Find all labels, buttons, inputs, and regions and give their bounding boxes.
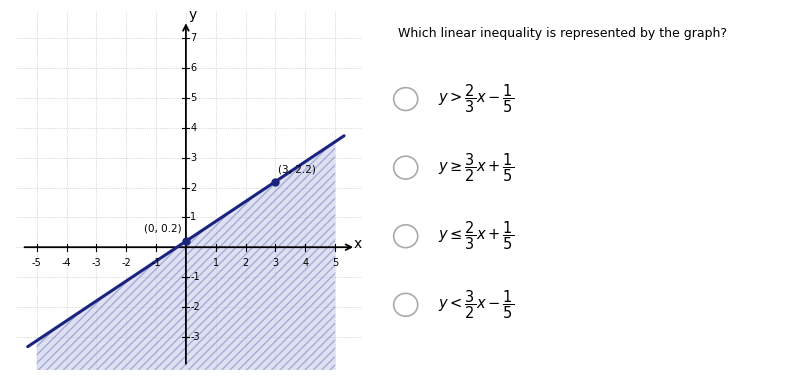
Text: 3: 3	[190, 153, 197, 163]
Text: 1: 1	[190, 212, 197, 223]
Text: x: x	[353, 237, 362, 251]
Text: 1: 1	[212, 258, 219, 267]
Text: (3, 2.2): (3, 2.2)	[278, 165, 316, 175]
Text: $y < \dfrac{3}{2}x - \dfrac{1}{5}$: $y < \dfrac{3}{2}x - \dfrac{1}{5}$	[438, 288, 514, 321]
Text: -5: -5	[31, 258, 42, 267]
Text: 4: 4	[190, 123, 197, 133]
Text: 2: 2	[242, 258, 249, 267]
Text: 2: 2	[190, 182, 197, 192]
Text: -4: -4	[61, 258, 72, 267]
Polygon shape	[37, 142, 335, 381]
Text: 5: 5	[332, 258, 338, 267]
Text: -3: -3	[91, 258, 102, 267]
Text: 4: 4	[302, 258, 309, 267]
Text: -1: -1	[190, 272, 200, 282]
Text: -2: -2	[121, 258, 131, 267]
Text: $y \leq \dfrac{2}{3}x + \dfrac{1}{5}$: $y \leq \dfrac{2}{3}x + \dfrac{1}{5}$	[438, 220, 514, 253]
Text: 6: 6	[190, 63, 197, 73]
Text: 7: 7	[190, 33, 197, 43]
Text: -1: -1	[151, 258, 161, 267]
Text: (0, 0.2): (0, 0.2)	[144, 224, 182, 234]
Text: $y \geq \dfrac{3}{2}x + \dfrac{1}{5}$: $y \geq \dfrac{3}{2}x + \dfrac{1}{5}$	[438, 151, 514, 184]
Text: $y > \dfrac{2}{3}x - \dfrac{1}{5}$: $y > \dfrac{2}{3}x - \dfrac{1}{5}$	[438, 83, 514, 115]
Text: -3: -3	[190, 332, 200, 342]
Text: -2: -2	[190, 302, 200, 312]
Text: y: y	[188, 8, 197, 22]
Text: 5: 5	[190, 93, 197, 103]
Text: 3: 3	[272, 258, 279, 267]
Text: Which linear inequality is represented by the graph?: Which linear inequality is represented b…	[397, 27, 726, 40]
